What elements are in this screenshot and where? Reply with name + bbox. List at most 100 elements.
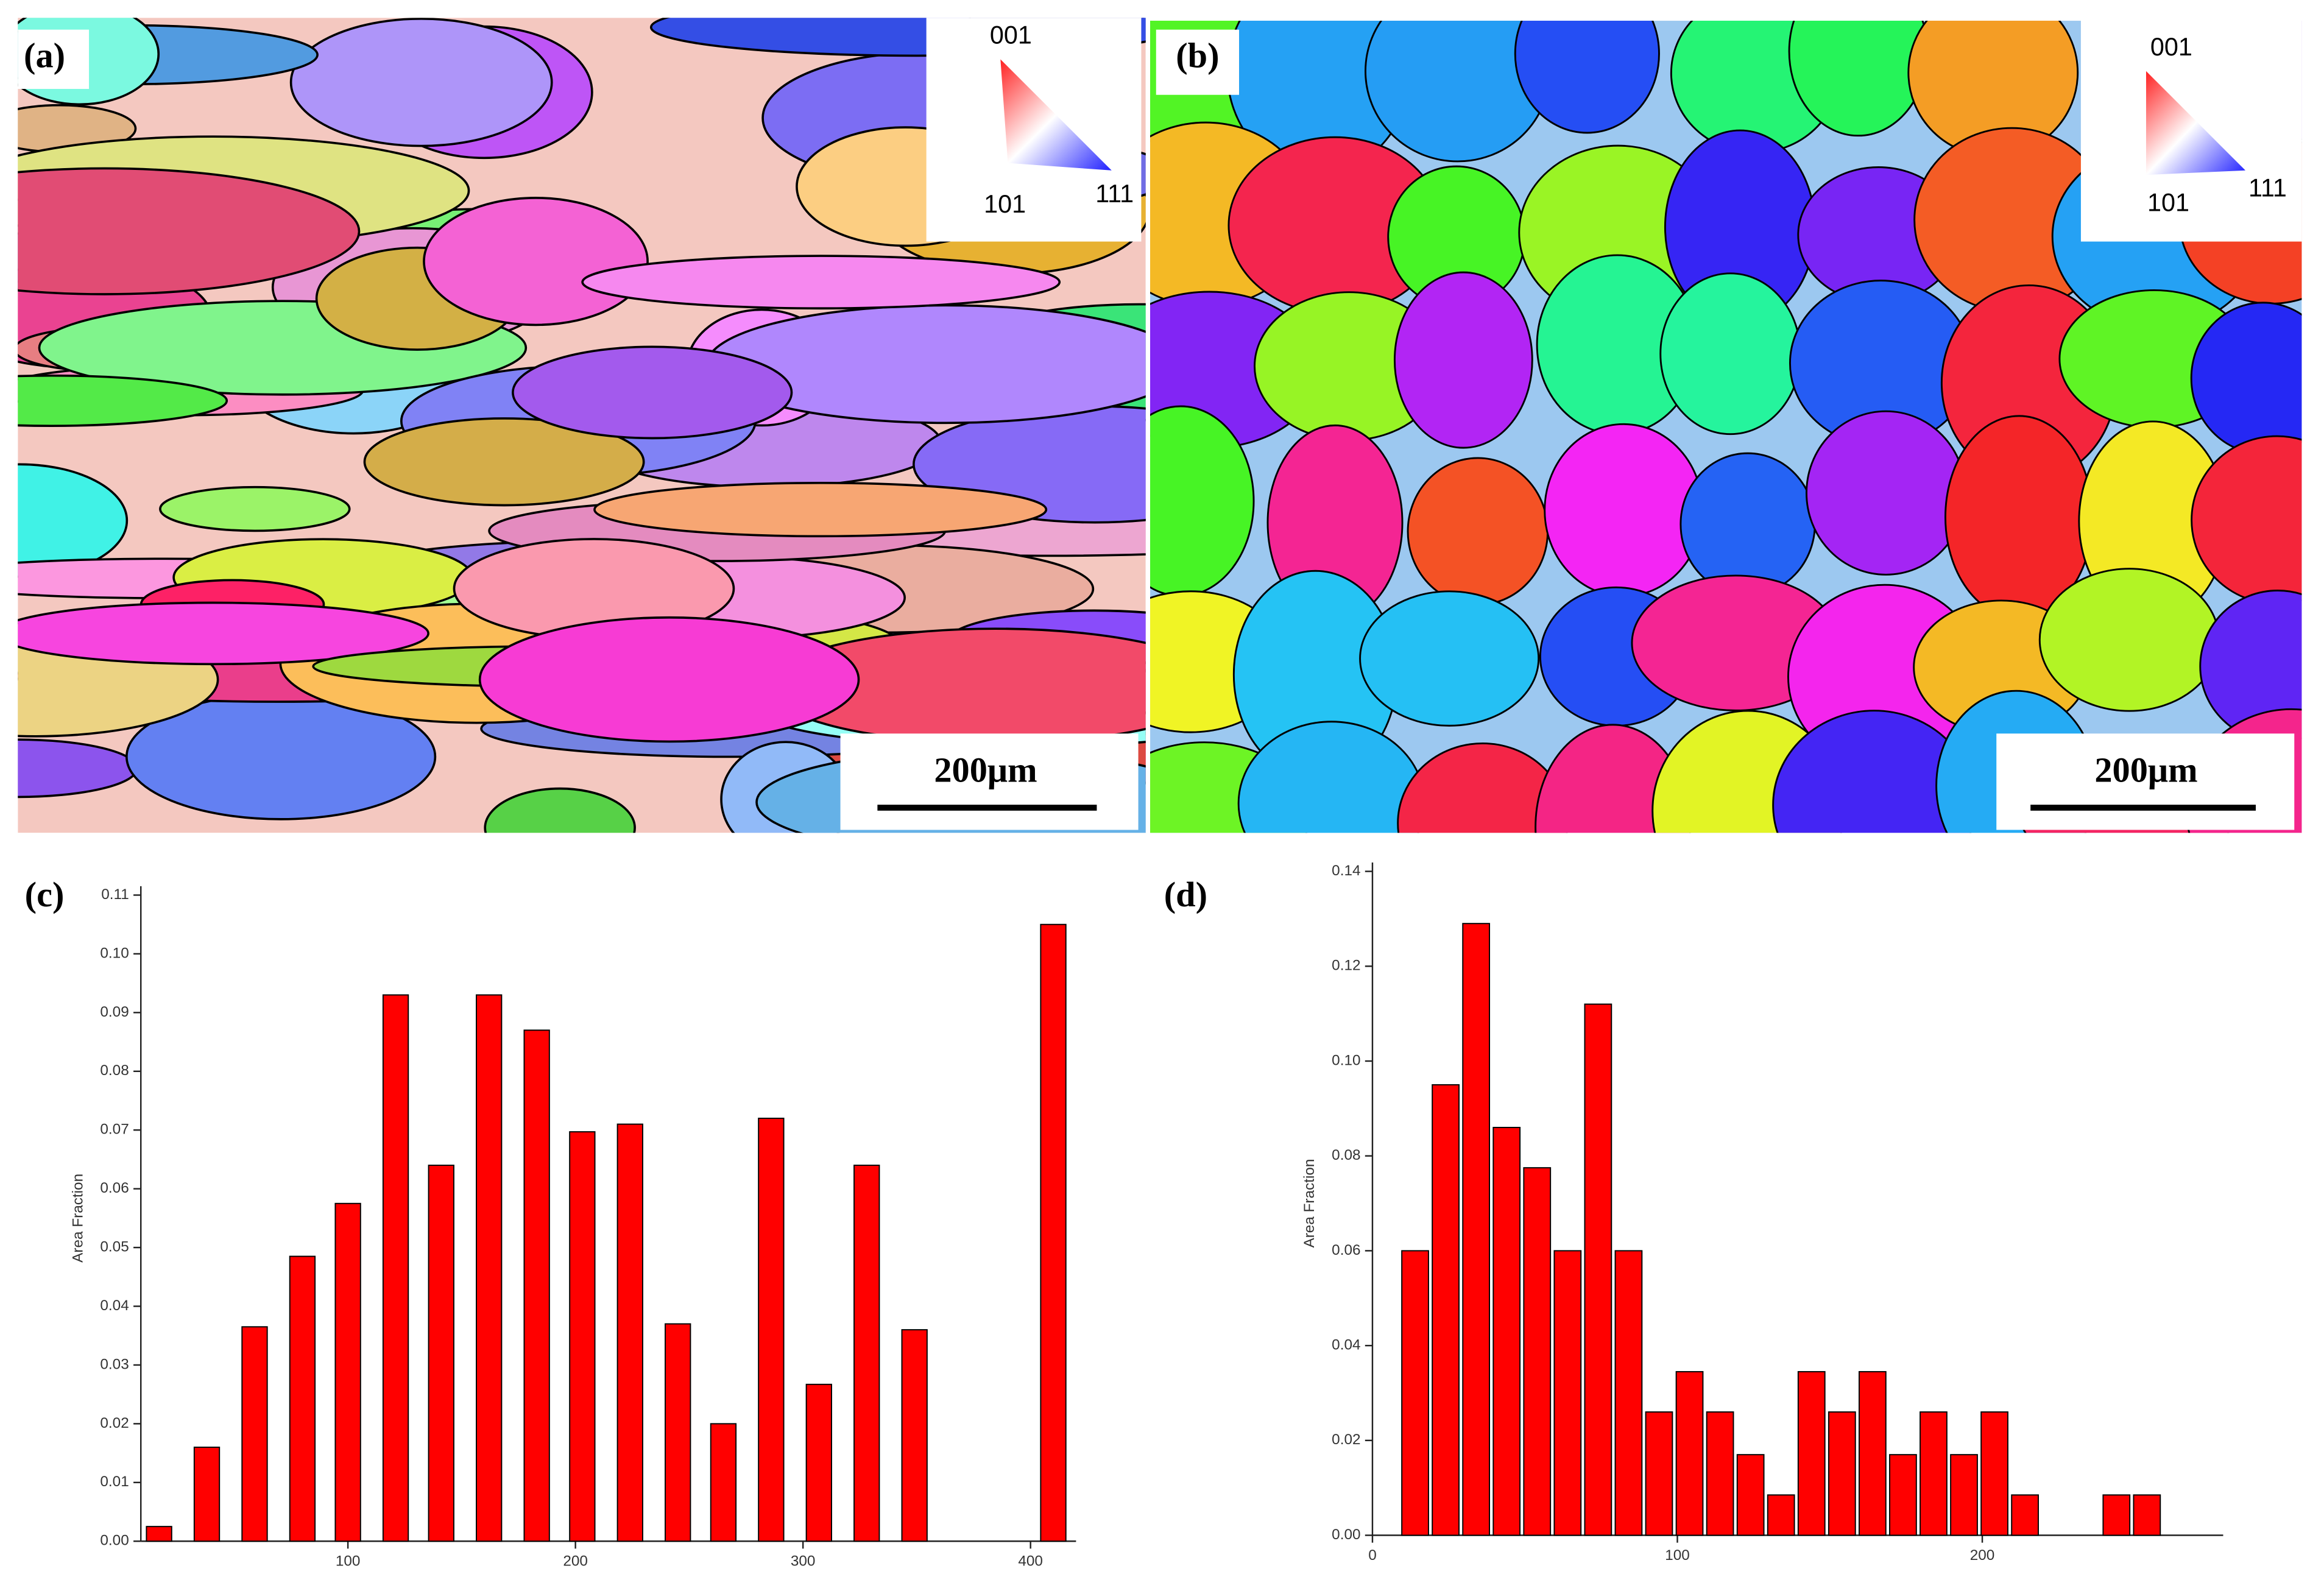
y-tick-label: 0.08 (1332, 1147, 1360, 1163)
y-tick-label: 0.05 (100, 1239, 129, 1255)
grain (18, 601, 429, 666)
scale-bar-box (840, 733, 1139, 830)
scale-bar-label: 200μm (2094, 750, 2197, 789)
bar (853, 1165, 880, 1542)
bar (1553, 1250, 1582, 1536)
bar (1614, 1250, 1643, 1536)
bar (1980, 1411, 2008, 1536)
grain (2190, 302, 2302, 455)
bar (710, 1423, 737, 1542)
y-tick-label: 0.02 (1332, 1431, 1360, 1448)
grain (1806, 410, 1966, 576)
grain (478, 616, 860, 743)
y-tick-label: 0.06 (1332, 1242, 1360, 1258)
grain (1237, 721, 1425, 833)
grain (1544, 423, 1704, 598)
bar (1920, 1411, 1948, 1536)
bar (1462, 923, 1491, 1536)
x-tick-label: 300 (791, 1553, 816, 1570)
bar (1797, 1371, 1826, 1536)
grain (1393, 271, 1533, 449)
grain (18, 374, 228, 427)
bar (758, 1117, 785, 1542)
ipf-label: 111 (2248, 174, 2287, 202)
bar (1767, 1494, 1795, 1536)
bar (1858, 1371, 1887, 1536)
ipf-label: 001 (2150, 33, 2192, 61)
bar (665, 1323, 691, 1542)
y-tick-label: 0.07 (100, 1121, 129, 1138)
bar (901, 1329, 928, 1542)
y-tick-label: 0.09 (100, 1004, 129, 1020)
bar (146, 1526, 172, 1542)
grain (1659, 272, 1801, 436)
y-tick-label: 0.14 (1332, 863, 1360, 879)
grain (484, 787, 636, 833)
x-tick-label: 100 (1665, 1547, 1690, 1564)
bar (805, 1383, 832, 1542)
bar (334, 1202, 361, 1542)
bar (476, 994, 503, 1542)
bar (1675, 1371, 1704, 1536)
bar (1706, 1411, 1734, 1536)
x-tick-label: 200 (1970, 1547, 1995, 1564)
ipf-triangle (1000, 59, 1112, 171)
bar (1828, 1411, 1856, 1536)
chart: 0.00 0.01 0.02 0.03 0.04 0.05 0.06 0.07 0.08 0.09… (69, 886, 1076, 1570)
ipf-label: 001 (990, 21, 1032, 49)
bar (1523, 1167, 1552, 1536)
grain (159, 485, 351, 532)
bar (193, 1446, 221, 1542)
y-tick-label: 0.02 (100, 1415, 129, 1431)
y-axis-label: Area Fraction (1301, 1159, 1318, 1248)
bar (1492, 1127, 1521, 1536)
bar (2011, 1494, 2040, 1536)
y-tick-label: 0.04 (1332, 1337, 1360, 1353)
grain (1359, 590, 1540, 727)
bar (1950, 1454, 1978, 1536)
bar (1584, 1003, 1612, 1536)
panel-label: (b) (1176, 36, 1219, 76)
ipf-triangle (2146, 71, 2245, 175)
y-tick-label: 0.12 (1332, 958, 1360, 974)
x-tick-label: 100 (336, 1553, 361, 1570)
bar (1889, 1454, 1917, 1536)
bar (2102, 1494, 2131, 1536)
bar (1736, 1454, 1765, 1536)
grain (423, 197, 649, 326)
ipf-label: 111 (1095, 180, 1134, 208)
x-tick-label: 200 (563, 1553, 588, 1570)
grain (18, 167, 361, 295)
y-tick-label: 0.10 (1332, 1052, 1360, 1068)
panel-label: (a) (24, 36, 65, 76)
grain (2038, 568, 2220, 712)
grain (593, 481, 1048, 538)
x-tick-label: 0 (1368, 1547, 1377, 1564)
y-tick-label: 0.01 (100, 1473, 129, 1490)
bar (1401, 1250, 1429, 1536)
y-tick-label: 0.03 (100, 1356, 129, 1372)
grain (581, 255, 1061, 310)
bar (1040, 923, 1067, 1542)
chart: 0.00 0.02 0.04 0.06 0.08 0.10 0.12 0.14 0 100 200 A… (1301, 862, 2223, 1564)
y-tick-label: 0.10 (100, 945, 129, 961)
grain (1679, 452, 1816, 596)
y-tick-label: 0.11 (101, 886, 129, 903)
bar (382, 994, 409, 1542)
y-tick-label: 0.06 (100, 1180, 129, 1196)
label-box (1156, 29, 1240, 95)
bar (289, 1255, 316, 1542)
panel-label: (d) (1164, 875, 1207, 914)
y-tick-label: 0.00 (1332, 1526, 1360, 1543)
bar (569, 1131, 596, 1542)
bar (616, 1123, 643, 1542)
ipf-label: 101 (2147, 189, 2189, 217)
bar (523, 1029, 550, 1542)
grain (1514, 21, 1660, 134)
bar (1645, 1411, 1673, 1536)
y-axis-label: Area Fraction (69, 1174, 86, 1263)
grain (512, 345, 793, 440)
bar (1432, 1084, 1460, 1536)
bar (2133, 1494, 2161, 1536)
